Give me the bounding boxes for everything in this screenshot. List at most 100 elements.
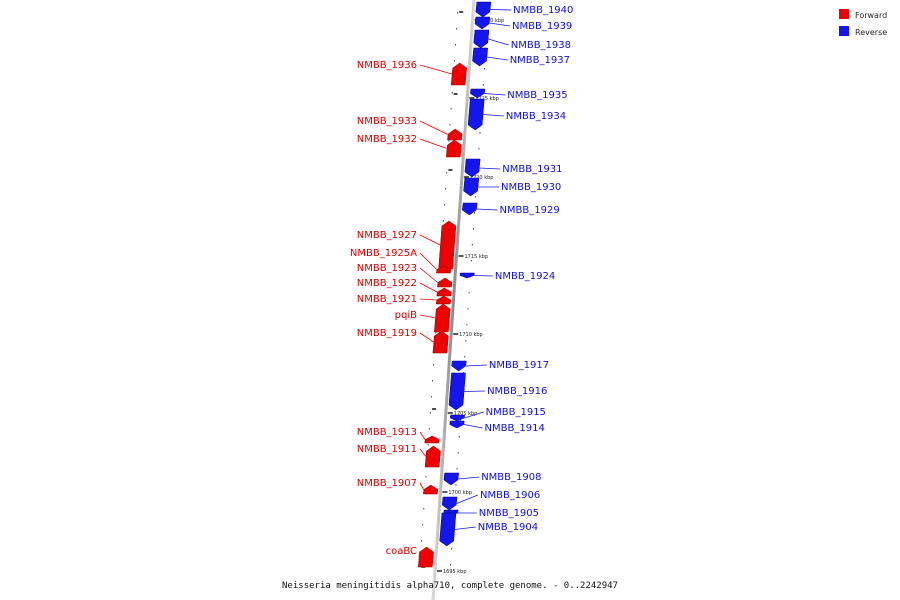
gene-nmbb-1908[interactable]: NMBB_1908 [443,472,542,486]
gene-arrow[interactable] [435,295,452,305]
gene-pqib[interactable]: pqiB [395,303,451,333]
label-connector [419,120,448,135]
gene-arrow[interactable] [447,128,463,141]
gene-nmbb-1917[interactable]: NMBB_1917 [451,360,549,372]
label-connector [474,275,493,277]
gene-arrow[interactable] [445,139,462,158]
gene-arrow[interactable] [417,546,434,568]
minor-tick [445,188,447,190]
gene-arrow[interactable] [432,330,449,354]
gene-nmbb-1937[interactable]: NMBB_1937 [472,47,570,67]
label-connector [419,64,453,75]
gene-arrow[interactable] [449,420,465,429]
minor-tick [428,428,430,430]
gene-arrow[interactable] [449,414,465,422]
gene-nmbb-1906[interactable]: NMBB_1906 [441,490,540,511]
minor-tick [435,332,437,334]
label-connector [463,424,483,429]
gene-arrow[interactable] [467,98,485,131]
gene-nmbb-1925a[interactable]: NMBB_1925A [350,248,452,274]
label-connector [419,138,447,149]
gene-arrow[interactable] [424,445,441,468]
minor-tick [421,540,423,542]
gene-nmbb-1915[interactable]: NMBB_1915 [449,407,546,422]
minor-tick [450,564,452,566]
label-connector [419,282,438,293]
gene-arrow[interactable] [436,287,452,297]
label-connector [419,234,441,246]
gene-label: NMBB_1937 [510,55,570,66]
gene-arrow[interactable] [438,220,457,270]
gene-arrow[interactable] [459,272,475,279]
gene-arrow[interactable] [439,512,457,547]
gene-nmbb-1939[interactable]: NMBB_1939 [474,16,572,32]
gene-arrow[interactable] [472,47,488,67]
gene-arrow[interactable] [474,16,491,30]
legend-reverse-swatch [839,26,849,36]
gene-coabc[interactable]: coaBC [386,546,434,568]
gene-nmbb-1932[interactable]: NMBB_1932 [357,134,462,158]
minor-tick [456,28,458,30]
label-connector [458,476,480,480]
gene-nmbb-1914[interactable]: NMBB_1914 [449,420,545,434]
gene-arrow[interactable] [437,277,453,288]
gene-nmbb-1905[interactable]: NMBB_1905 [443,508,539,519]
gene-label: NMBB_1939 [512,21,572,32]
gene-nmbb-1923[interactable]: NMBB_1923 [357,263,453,288]
gene-nmbb-1922[interactable]: NMBB_1922 [357,278,452,297]
gene-label: NMBB_1932 [357,134,417,145]
gene-arrow[interactable] [450,62,467,86]
gene-nmbb-1929[interactable]: NMBB_1929 [462,202,560,216]
gene-arrow[interactable] [464,158,481,178]
gene-label: NMBB_1923 [357,263,417,274]
gene-arrow[interactable] [441,496,458,511]
label-connector [456,494,479,504]
gene-nmbb-1916[interactable]: NMBB_1916 [448,372,547,411]
gene-label: NMBB_1935 [507,90,567,101]
gene-nmbb-1919[interactable]: NMBB_1919 [357,328,449,354]
label-connector [419,267,438,283]
minor-tick [453,60,455,62]
minor-tick [423,508,425,510]
gene-arrow[interactable] [463,177,480,197]
minor-tick [457,452,459,454]
gene-nmbb-1904[interactable]: NMBB_1904 [439,512,538,547]
gene-arrow[interactable] [443,472,459,486]
gene-nmbb-1927[interactable]: NMBB_1927 [357,220,457,270]
gene-nmbb-1913[interactable]: NMBB_1913 [357,427,440,444]
gene-label: NMBB_1934 [506,111,566,122]
gene-arrow[interactable] [462,202,478,216]
genome-axis [431,0,476,600]
gene-nmbb-1930[interactable]: NMBB_1930 [463,177,562,197]
gene-arrow[interactable] [436,265,452,274]
gene-arrow[interactable] [422,484,439,495]
minor-tick [442,220,444,222]
gene-arrow[interactable] [473,29,490,49]
gene-label: NMBB_1904 [478,522,538,533]
gene-arrow[interactable] [470,88,486,99]
gene-nmbb-1911[interactable]: NMBB_1911 [357,444,441,468]
tick-label: 1715 kbp [465,254,489,260]
gene-nmbb-1934[interactable]: NMBB_1934 [467,98,566,131]
minor-tick [467,308,469,310]
minor-tick [427,444,429,446]
gene-nmbb-1938[interactable]: NMBB_1938 [473,29,571,51]
tick-label: 1695 kbp [443,569,467,575]
tick-label: 1725 kbp [475,96,499,102]
gene-arrow[interactable] [448,372,466,411]
gene-arrow[interactable] [475,1,492,18]
gene-nmbb-1907[interactable]: NMBB_1907 [357,478,439,495]
minor-tick [479,132,481,134]
gene-label: NMBB_1906 [480,490,540,501]
gene-nmbb-1936[interactable]: NMBB_1936 [357,60,467,86]
gene-arrow[interactable] [434,303,451,333]
gene-arrow[interactable] [424,435,440,444]
gene-nmbb-1940[interactable]: NMBB_1940 [475,1,574,18]
minor-tick [457,12,459,14]
gene-nmbb-1924[interactable]: NMBB_1924 [459,271,555,282]
label-connector [484,93,506,96]
gene-arrow[interactable] [451,360,467,372]
gene-nmbb-1931[interactable]: NMBB_1931 [464,158,563,178]
gene-nmbb-1935[interactable]: NMBB_1935 [470,88,568,101]
